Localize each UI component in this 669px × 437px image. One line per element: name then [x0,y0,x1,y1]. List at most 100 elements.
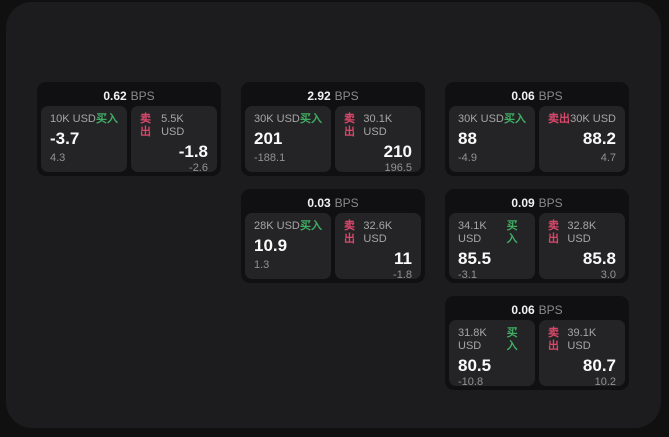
sell-label: 卖出 [548,113,570,125]
buy-delta: -4.9 [458,152,477,164]
sell-tile-top: 卖出 32.6K USD [344,220,412,246]
buy-delta: -3.1 [458,269,477,281]
buy-price: 10.9 [254,236,288,255]
buy-label: 买入 [300,113,322,125]
buy-price: 88 [458,129,477,148]
buy-price: 80.5 [458,356,492,375]
bps-suffix-label: BPS [538,303,563,317]
buy-delta: 4.3 [50,152,66,164]
bps-header: 0.03 BPS [245,193,421,213]
quote-card: 0.06 BPS 30K USD 买入 88 -4.9 卖出 30K USD [445,82,629,176]
buy-label: 买入 [504,113,526,125]
quote-card: 0.06 BPS 31.8K USD 买入 80.5 -10.8 卖出 39.1… [445,296,629,390]
sell-delta: 4.7 [600,152,616,164]
bps-value: 0.09 [511,196,535,210]
buy-delta: -10.8 [458,376,484,388]
buy-amount: 34.1K USD [458,220,487,245]
sell-price: 80.7 [582,356,616,375]
bps-suffix-label: BPS [334,196,359,210]
sell-label: 卖出 [140,113,151,138]
tiles-row: 10K USD 买入 -3.7 4.3 卖出 5.5K USD -1.8 -2.… [41,106,217,174]
sell-tile[interactable]: 卖出 32.8K USD 85.8 3.0 [539,213,625,281]
bps-value: 0.06 [511,89,535,103]
sell-delta: -1.8 [393,269,412,281]
sell-tile[interactable]: 卖出 30.1K USD 210 196.5 [335,106,421,174]
sell-amount: 39.1K USD [567,327,597,352]
buy-tile-top: 30K USD 买入 [254,113,322,126]
buy-amount: 30K USD [254,113,300,125]
tiles-row: 30K USD 买入 88 -4.9 卖出 30K USD 88.2 4.7 [449,106,625,172]
buy-tile[interactable]: 30K USD 买入 88 -4.9 [449,106,535,172]
sell-label: 卖出 [548,220,559,245]
sell-delta: 196.5 [384,162,412,174]
sell-label: 卖出 [344,220,355,245]
quote-cards-grid: 0.62 BPS 10K USD 买入 -3.7 4.3 卖出 5.5K USD [37,82,629,390]
sell-amount: 32.6K USD [363,220,393,245]
bps-suffix-label: BPS [538,196,563,210]
sell-price: 210 [383,142,412,161]
buy-tile-top: 34.1K USD 买入 [458,220,526,246]
buy-price: 201 [254,129,283,148]
sell-delta: -2.6 [189,162,208,174]
bps-header: 0.62 BPS [41,86,217,106]
buy-label: 买入 [506,327,518,352]
sell-price: 11 [394,249,412,268]
buy-price: 85.5 [458,249,492,268]
bps-value: 0.03 [307,196,331,210]
sell-tile[interactable]: 卖出 39.1K USD 80.7 10.2 [539,320,625,388]
bps-value: 2.92 [307,89,331,103]
sell-delta: 10.2 [594,376,616,388]
buy-label: 买入 [506,220,518,245]
sell-price: 85.8 [582,249,616,268]
bps-suffix-label: BPS [538,89,563,103]
sell-amount: 30.1K USD [363,113,393,138]
sell-delta: 3.0 [600,269,616,281]
bps-suffix-label: BPS [334,89,359,103]
sell-tile-top: 卖出 32.8K USD [548,220,616,246]
quote-card: 0.09 BPS 34.1K USD 买入 85.5 -3.1 卖出 32.8K… [445,189,629,283]
bps-value: 0.06 [511,303,535,317]
buy-tile-top: 28K USD 买入 [254,220,322,233]
buy-delta: 1.3 [254,259,270,271]
sell-label: 卖出 [344,113,355,138]
sell-amount: 32.8K USD [567,220,597,245]
buy-tile-top: 10K USD 买入 [50,113,118,126]
sell-amount: 5.5K USD [161,113,185,138]
tiles-row: 28K USD 买入 10.9 1.3 卖出 32.6K USD 11 -1.8 [245,213,421,281]
sell-tile[interactable]: 卖出 5.5K USD -1.8 -2.6 [131,106,217,174]
sell-price: 88.2 [582,129,616,148]
bps-header: 0.09 BPS [449,193,625,213]
sell-tile-top: 卖出 5.5K USD [140,113,208,139]
sell-tile-top: 卖出 30.1K USD [344,113,412,139]
buy-tile[interactable]: 10K USD 买入 -3.7 4.3 [41,106,127,172]
sell-tile-top: 卖出 39.1K USD [548,327,616,353]
bps-suffix-label: BPS [130,89,155,103]
buy-tile[interactable]: 34.1K USD 买入 85.5 -3.1 [449,213,535,281]
buy-amount: 31.8K USD [458,327,487,352]
app-panel: 0.62 BPS 10K USD 买入 -3.7 4.3 卖出 5.5K USD [6,2,661,428]
buy-price: -3.7 [50,129,80,148]
sell-tile-top: 卖出 30K USD [548,113,616,126]
buy-tile[interactable]: 28K USD 买入 10.9 1.3 [245,213,331,279]
buy-tile-top: 30K USD 买入 [458,113,526,126]
buy-amount: 30K USD [458,113,504,125]
buy-amount: 10K USD [50,113,96,125]
sell-tile[interactable]: 卖出 32.6K USD 11 -1.8 [335,213,421,281]
quote-card: 0.62 BPS 10K USD 买入 -3.7 4.3 卖出 5.5K USD [37,82,221,176]
buy-delta: -188.1 [254,152,286,164]
tiles-row: 34.1K USD 买入 85.5 -3.1 卖出 32.8K USD 85.8… [449,213,625,281]
bps-header: 0.06 BPS [449,300,625,320]
sell-price: -1.8 [178,142,208,161]
sell-tile[interactable]: 卖出 30K USD 88.2 4.7 [539,106,625,172]
sell-label: 卖出 [548,327,559,352]
bps-header: 2.92 BPS [245,86,421,106]
bps-header: 0.06 BPS [449,86,625,106]
buy-tile[interactable]: 31.8K USD 买入 80.5 -10.8 [449,320,535,388]
quote-card: 2.92 BPS 30K USD 买入 201 -188.1 卖出 30.1K … [241,82,425,176]
quote-card: 0.03 BPS 28K USD 买入 10.9 1.3 卖出 32.6K US… [241,189,425,283]
bps-value: 0.62 [103,89,127,103]
buy-label: 买入 [96,113,118,125]
buy-tile[interactable]: 30K USD 买入 201 -188.1 [245,106,331,172]
buy-amount: 28K USD [254,220,300,232]
buy-tile-top: 31.8K USD 买入 [458,327,526,353]
